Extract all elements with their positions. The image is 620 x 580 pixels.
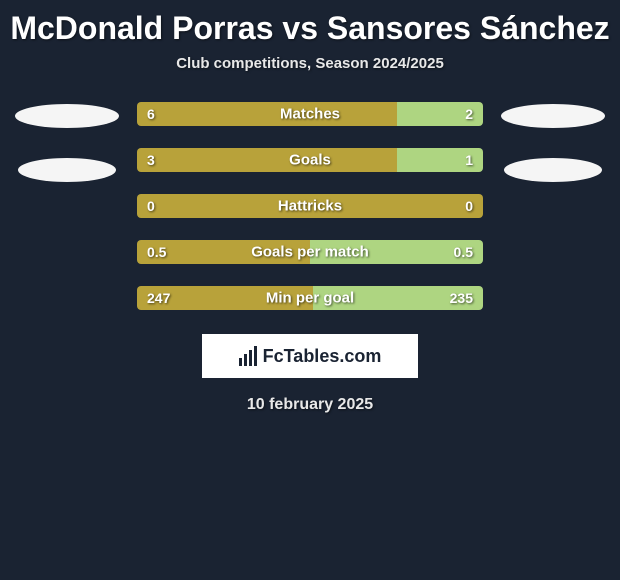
stat-value-right: 1 (465, 152, 473, 168)
stat-label: Hattricks (278, 198, 342, 215)
player-left-avatar-1 (15, 104, 119, 128)
stat-bar-left (137, 102, 397, 126)
comparison-widget: McDonald Porras vs Sansores Sánchez Club… (0, 0, 620, 414)
stat-row: 3 1 Goals (137, 148, 483, 172)
logo-box[interactable]: FcTables.com (202, 334, 418, 378)
left-avatar-column (15, 102, 119, 182)
stats-area: 6 2 Matches 3 1 Goals 0 0 Hattricks 0.5 0.5 Goals p… (0, 102, 620, 310)
stat-row: 6 2 Matches (137, 102, 483, 126)
stat-value-right: 0.5 (454, 244, 473, 260)
stat-bar-left (137, 148, 397, 172)
stat-value-right: 235 (450, 290, 473, 306)
bar-chart-icon (239, 346, 257, 366)
stat-bars-column: 6 2 Matches 3 1 Goals 0 0 Hattricks 0.5 0.5 Goals p… (137, 102, 483, 310)
right-avatar-column (501, 102, 605, 182)
page-title: McDonald Porras vs Sansores Sánchez (0, 0, 620, 55)
stat-value-left: 247 (147, 290, 170, 306)
player-right-avatar-1 (501, 104, 605, 128)
player-left-avatar-2 (18, 158, 116, 182)
stat-value-left: 3 (147, 152, 155, 168)
stat-value-right: 0 (465, 198, 473, 214)
stat-row: 0 0 Hattricks (137, 194, 483, 218)
stat-value-left: 6 (147, 106, 155, 122)
stat-value-left: 0.5 (147, 244, 166, 260)
date-label: 10 february 2025 (0, 378, 620, 414)
stat-label: Goals per match (251, 244, 369, 261)
logo-text: FcTables.com (263, 346, 382, 367)
player-right-avatar-2 (504, 158, 602, 182)
stat-label: Matches (280, 106, 340, 123)
subtitle: Club competitions, Season 2024/2025 (0, 55, 620, 102)
stat-label: Goals (289, 152, 331, 169)
stat-label: Min per goal (266, 290, 354, 307)
stat-value-right: 2 (465, 106, 473, 122)
stat-row: 247 235 Min per goal (137, 286, 483, 310)
stat-row: 0.5 0.5 Goals per match (137, 240, 483, 264)
stat-value-left: 0 (147, 198, 155, 214)
